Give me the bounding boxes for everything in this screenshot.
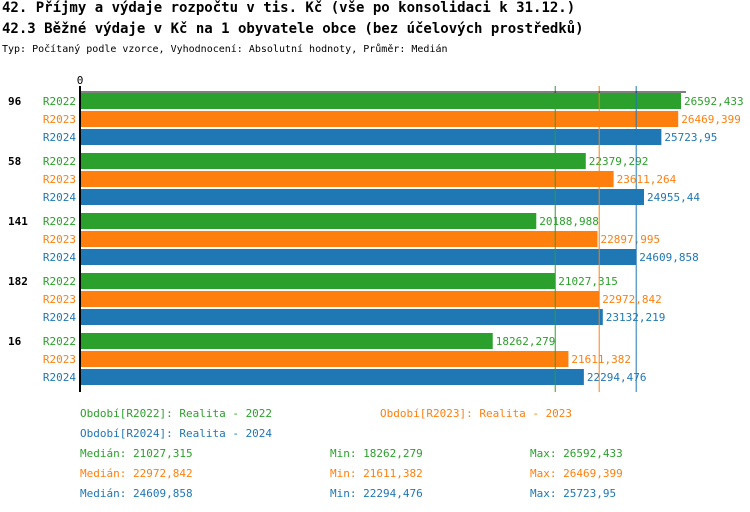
- data-label: 24955,44: [647, 191, 700, 204]
- bar-R2024-96: [80, 129, 662, 145]
- series-label: R2022: [43, 335, 76, 348]
- data-label: 23132,219: [606, 311, 666, 324]
- series-label: R2023: [43, 233, 76, 246]
- data-label: 22379,292: [589, 155, 649, 168]
- series-label: R2022: [43, 215, 76, 228]
- data-label: 25723,95: [664, 131, 717, 144]
- median-2022: Medián: 21027,315: [80, 447, 193, 460]
- bar-R2024-141: [80, 249, 637, 265]
- bar-R2022-141: [80, 213, 537, 229]
- data-label: 18262,279: [496, 335, 556, 348]
- series-label: R2023: [43, 113, 76, 126]
- legend-period-2023: Období[R2023]: Realita - 2023: [380, 407, 573, 420]
- data-label: 21027,315: [558, 275, 618, 288]
- legend-period-2022: Období[R2022]: Realita - 2022: [80, 407, 273, 420]
- min-2024: Min: 22294,476: [330, 487, 423, 500]
- category-label: 96: [8, 95, 22, 108]
- chart-subtitle: 42.3 Běžné výdaje v Kč na 1 obyvatele ob…: [2, 21, 584, 37]
- bar-R2023-96: [80, 111, 679, 127]
- bar-R2022-58: [80, 153, 586, 169]
- bar-R2024-16: [80, 369, 584, 385]
- series-label: R2022: [43, 155, 76, 168]
- series-label: R2024: [43, 371, 76, 384]
- data-label: 20188,988: [539, 215, 599, 228]
- series-label: R2024: [43, 131, 76, 144]
- data-label: 24609,858: [639, 251, 699, 264]
- bar-R2023-16: [80, 351, 569, 367]
- series-label: R2023: [43, 353, 76, 366]
- bar-R2022-96: [80, 93, 681, 109]
- bar-R2023-58: [80, 171, 614, 187]
- series-label: R2022: [43, 275, 76, 288]
- x-tick-label: 0: [77, 74, 84, 87]
- data-label: 21611,382: [571, 353, 631, 366]
- bar-R2023-141: [80, 231, 598, 247]
- series-label: R2024: [43, 191, 76, 204]
- median-2023: Medián: 22972,842: [80, 467, 193, 480]
- series-label: R2023: [43, 293, 76, 306]
- bar-R2022-182: [80, 273, 556, 289]
- category-label: 16: [8, 335, 22, 348]
- category-label: 182: [8, 275, 28, 288]
- bar-R2022-16: [80, 333, 493, 349]
- max-2024: Max: 25723,95: [530, 487, 617, 500]
- series-label: R2023: [43, 173, 76, 186]
- series-label: R2024: [43, 251, 76, 264]
- median-2024: Medián: 24609,858: [80, 487, 193, 500]
- legend-period-2024: Období[R2024]: Realita - 2024: [80, 427, 273, 440]
- min-2022: Min: 18262,279: [330, 447, 423, 460]
- data-label: 26592,433: [684, 95, 744, 108]
- series-label: R2022: [43, 95, 76, 108]
- bar-R2024-182: [80, 309, 603, 325]
- category-label: 141: [8, 215, 28, 228]
- bar-R2023-182: [80, 291, 600, 307]
- data-label: 22294,476: [587, 371, 647, 384]
- data-label: 26469,399: [681, 113, 741, 126]
- data-label: 22897,995: [601, 233, 661, 246]
- max-2023: Max: 26469,399: [530, 467, 623, 480]
- max-2022: Max: 26592,433: [530, 447, 623, 460]
- category-label: 58: [8, 155, 21, 168]
- page-title: 42. Příjmy a výdaje rozpočtu v tis. Kč (…: [2, 0, 576, 16]
- data-label: 22972,842: [602, 293, 662, 306]
- series-label: R2024: [43, 311, 76, 324]
- data-label: 23611,264: [617, 173, 677, 186]
- bar-R2024-58: [80, 189, 645, 205]
- chart-info: Typ: Počítaný podle vzorce, Vyhodnocení:…: [2, 44, 448, 55]
- min-2023: Min: 21611,382: [330, 467, 423, 480]
